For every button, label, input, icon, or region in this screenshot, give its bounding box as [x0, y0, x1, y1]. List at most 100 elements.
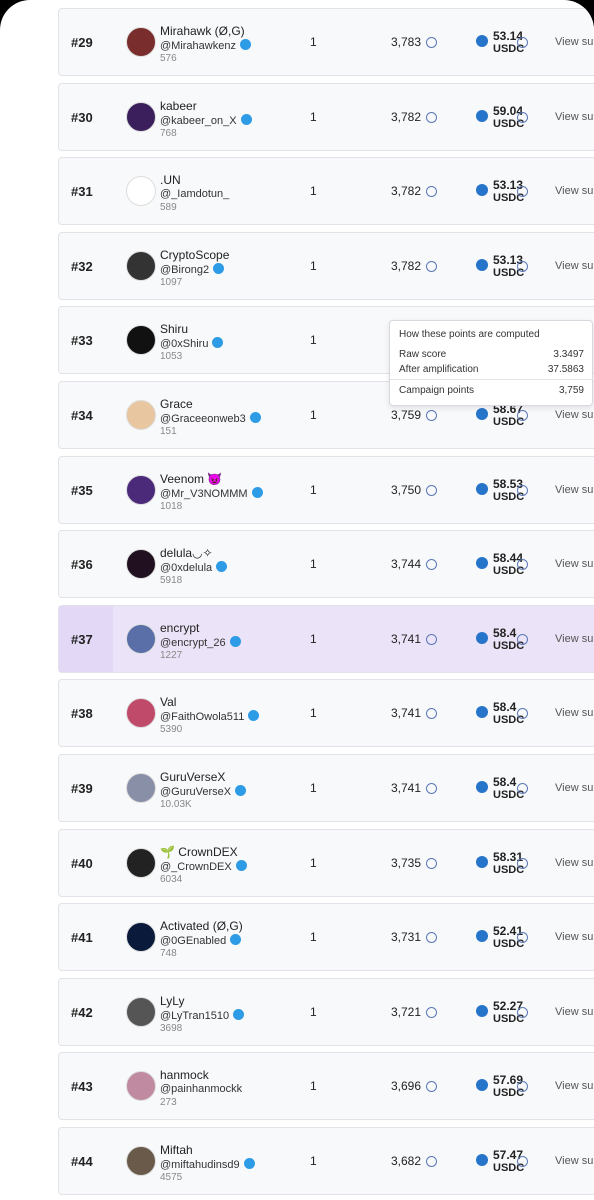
- rank: #38: [71, 706, 93, 722]
- currency: USDC: [493, 789, 525, 801]
- info-icon[interactable]: [517, 783, 528, 794]
- avatar: [126, 27, 156, 57]
- followers: 3698: [160, 1022, 183, 1034]
- points: 3,744: [390, 557, 421, 572]
- usdc-icon: [476, 855, 488, 868]
- rank: #29: [71, 35, 93, 50]
- display-name: Activated (Ø,G): [160, 919, 243, 934]
- points: 3,782: [390, 184, 421, 199]
- rank: #33: [71, 333, 93, 349]
- info-icon[interactable]: [517, 410, 528, 421]
- info-icon[interactable]: [426, 484, 437, 496]
- info-icon[interactable]: [517, 1081, 528, 1093]
- avatar: [126, 549, 156, 580]
- info-icon[interactable]: [517, 932, 528, 944]
- view-submission[interactable]: View sub: [555, 782, 594, 794]
- reward: 57.47: [493, 1148, 524, 1162]
- reward: 53.13: [493, 178, 524, 193]
- rank: #43: [71, 1079, 93, 1095]
- avatar: [126, 623, 156, 654]
- view-submission[interactable]: View sub: [555, 558, 594, 571]
- reward: 58.31: [493, 849, 524, 864]
- view-submission[interactable]: View sub: [555, 1155, 594, 1167]
- verified-badge: [235, 859, 247, 871]
- view-submission[interactable]: View sub: [555, 185, 594, 198]
- usdc-icon: [476, 781, 488, 793]
- display-name: Grace: [160, 397, 193, 411]
- info-icon[interactable]: [426, 559, 437, 571]
- info-icon[interactable]: [517, 186, 528, 198]
- info-icon[interactable]: [517, 633, 528, 645]
- handle: @kabeer_on_X: [160, 113, 252, 127]
- view-submission[interactable]: View sub: [555, 409, 594, 421]
- usdc-icon: [476, 109, 488, 122]
- currency: USDC: [493, 1012, 525, 1025]
- info-icon[interactable]: [426, 932, 437, 944]
- view-submission[interactable]: View sub: [555, 1005, 594, 1018]
- points: 3,735: [390, 855, 421, 870]
- info-icon[interactable]: [426, 1081, 437, 1093]
- info-icon[interactable]: [426, 1156, 437, 1167]
- rank: #39: [71, 781, 93, 796]
- info-icon[interactable]: [517, 260, 528, 272]
- info-icon[interactable]: [426, 37, 437, 48]
- leaderboard-row: #38 Val @FaithOwola511 5390 1 3,741 58.4 USDC Vi…: [58, 679, 594, 748]
- tooltip-value: 3,759: [558, 385, 584, 396]
- tooltip-divider: [390, 379, 592, 380]
- avatar: [126, 101, 156, 132]
- view-submission[interactable]: View sub: [555, 36, 594, 48]
- info-icon[interactable]: [517, 111, 528, 123]
- info-icon[interactable]: [426, 857, 437, 869]
- leaderboard-row: #35 Veenom 😈 @Mr_V3NOMMM 1018 1 3,750 58.53 USD…: [58, 455, 594, 524]
- info-icon[interactable]: [517, 1006, 528, 1018]
- currency: USDC: [493, 938, 525, 951]
- verified-badge: [235, 785, 247, 796]
- view-submission[interactable]: View sub: [555, 931, 594, 944]
- info-icon[interactable]: [517, 37, 528, 48]
- info-icon[interactable]: [517, 484, 528, 496]
- info-icon[interactable]: [426, 186, 437, 198]
- view-submission[interactable]: View sub: [555, 707, 594, 720]
- currency: USDC: [493, 1087, 525, 1100]
- info-icon[interactable]: [426, 111, 437, 123]
- view-submission[interactable]: View sub: [555, 110, 594, 123]
- verified-badge: [248, 710, 260, 722]
- view-submission[interactable]: View sub: [555, 483, 594, 496]
- display-name: delula◡✧: [160, 546, 213, 561]
- leaderboard-row: #39 GuruVerseX @GuruVerseX 10.03K 1 3,741 58.4…: [58, 754, 594, 822]
- handle: @painhanmockk: [160, 1083, 243, 1096]
- info-icon[interactable]: [426, 1006, 437, 1018]
- info-icon[interactable]: [426, 260, 437, 272]
- usdc-icon: [476, 1154, 488, 1166]
- reward: 52.27: [493, 998, 524, 1013]
- info-icon[interactable]: [426, 783, 437, 794]
- entries: 1: [310, 35, 317, 49]
- avatar: [126, 698, 156, 729]
- info-icon[interactable]: [426, 633, 437, 645]
- verified-badge: [230, 934, 242, 946]
- entries: 1: [310, 1079, 317, 1094]
- tooltip-title: How these points are computed: [399, 329, 540, 340]
- view-submission[interactable]: View sub: [555, 856, 594, 869]
- view-submission[interactable]: View sub: [555, 1080, 594, 1093]
- followers: 1227: [160, 649, 183, 661]
- info-icon[interactable]: [426, 708, 437, 720]
- currency: USDC: [493, 863, 525, 876]
- currency: USDC: [493, 565, 525, 578]
- verified-badge: [213, 262, 225, 274]
- avatar: [126, 250, 156, 281]
- rank: #42: [71, 1004, 93, 1020]
- avatar: [126, 176, 156, 207]
- entries: 1: [310, 855, 317, 870]
- info-icon[interactable]: [517, 559, 528, 571]
- view-submission[interactable]: View sub: [555, 632, 594, 645]
- rank: #32: [71, 258, 93, 274]
- info-icon[interactable]: [517, 708, 528, 720]
- info-icon[interactable]: [517, 857, 528, 869]
- verified-badge: [251, 486, 263, 498]
- info-icon[interactable]: [426, 410, 437, 421]
- currency: USDC: [493, 43, 525, 55]
- info-icon[interactable]: [517, 1156, 528, 1167]
- view-submission[interactable]: View sub: [555, 259, 594, 272]
